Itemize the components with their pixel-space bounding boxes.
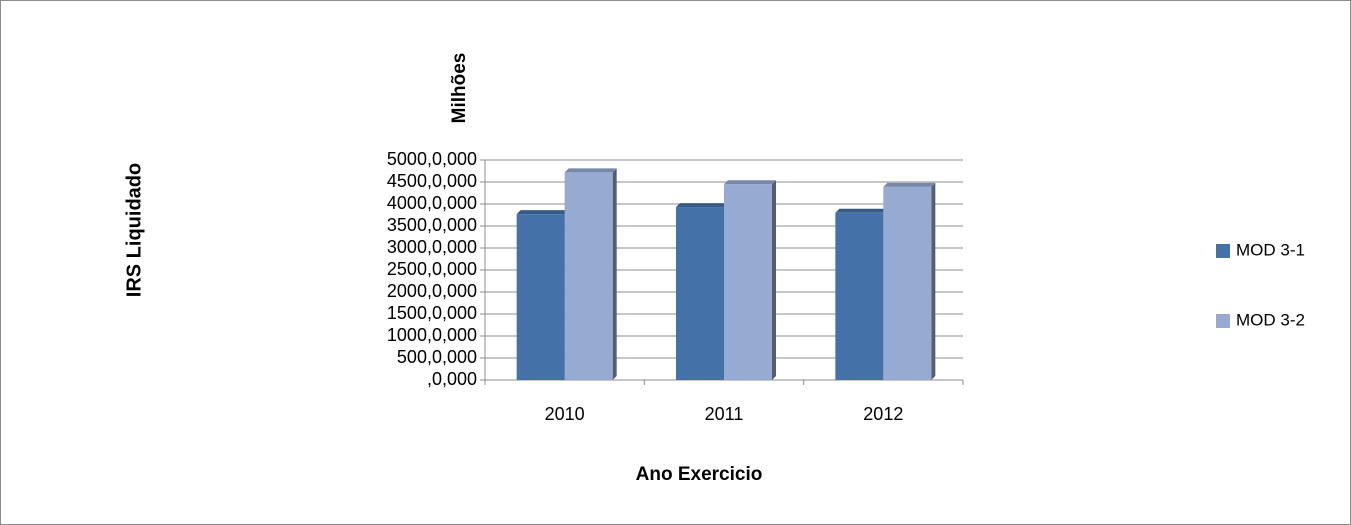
legend-label: MOD 3-1 <box>1236 240 1305 259</box>
legend: MOD 3-1 MOD 3-2 <box>1216 240 1305 329</box>
bar <box>883 182 936 380</box>
y-tick-label: 2000,0,000 <box>387 281 477 301</box>
bar-top <box>835 208 888 213</box>
x-tick-label: 2011 <box>705 404 744 424</box>
bar-front <box>676 207 724 380</box>
bar-top <box>564 168 617 173</box>
bar-side <box>612 168 617 380</box>
bar <box>724 180 776 380</box>
bar-front <box>564 172 613 380</box>
y-tick-label: 4500,0,000 <box>387 171 477 191</box>
legend-label: MOD 3-2 <box>1236 310 1305 329</box>
bar-top <box>883 182 936 187</box>
legend-item: MOD 3-1 <box>1216 240 1305 259</box>
bar-side <box>772 180 776 380</box>
y-tick-labels: ,0,000500,0,0001000,0,0001500,0,0002000,… <box>387 149 477 389</box>
y-tick-label: 500,0,000 <box>397 347 477 367</box>
bar-front <box>835 212 884 380</box>
y-tick-label: 2500,0,000 <box>387 259 477 279</box>
x-tick-labels: 2010 2011 2012 <box>545 404 904 424</box>
y-tick-label: 3500,0,000 <box>387 215 477 235</box>
bar <box>564 168 617 380</box>
bar-top <box>676 203 728 208</box>
x-tick-label: 2010 <box>545 404 585 424</box>
bar <box>676 203 728 380</box>
y-tick-label: 1500,0,000 <box>387 303 477 323</box>
bars <box>516 168 936 380</box>
bar-front <box>724 184 772 380</box>
x-tick-label: 2012 <box>863 404 903 424</box>
y-units-label: Milhões <box>449 53 470 124</box>
y-tick-label: 3000,0,000 <box>387 237 477 257</box>
y-tick-label: 1000,0,000 <box>387 325 477 345</box>
y-tick-label: ,0,000 <box>427 369 477 389</box>
y-tick-label: 4000,0,000 <box>387 193 477 213</box>
y-tick-label: 5000,0,000 <box>387 149 477 169</box>
x-axis-title: Ano Exercicio <box>636 464 763 485</box>
bar-top <box>516 210 569 215</box>
bar-top <box>724 180 776 185</box>
bar-front <box>516 214 565 380</box>
bar <box>516 210 569 380</box>
bar <box>835 208 888 380</box>
legend-swatch <box>1216 314 1230 328</box>
y-axis-title: IRS Liquidado <box>123 163 145 297</box>
legend-swatch <box>1216 244 1230 258</box>
bar-front <box>883 186 932 380</box>
legend-item: MOD 3-2 <box>1216 310 1305 329</box>
bar-side <box>931 182 936 380</box>
